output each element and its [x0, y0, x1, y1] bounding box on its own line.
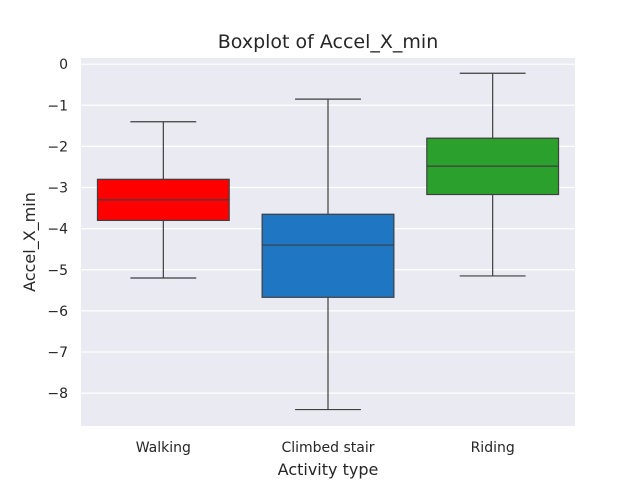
y-tick-label: −4: [47, 222, 68, 238]
x-tick-label: Climbed stair: [281, 440, 374, 456]
y-tick-label: −1: [47, 98, 68, 114]
y-axis-label: Accel_X_min: [20, 192, 40, 292]
x-tick-label: Riding: [471, 440, 515, 456]
box-riding: [426, 72, 560, 277]
chart-title: Boxplot of Accel_X_min: [218, 31, 439, 53]
y-tick-label: −6: [47, 304, 68, 320]
y-tick-label: −8: [47, 386, 68, 402]
box-climbed-stair: [261, 98, 395, 411]
y-tick-label: −3: [47, 181, 68, 197]
y-tick-label: −7: [47, 345, 68, 361]
x-axis-ticks: Walking Climbed stair Riding: [136, 440, 515, 456]
y-axis-ticks: 0 −1 −2 −3 −4 −5 −6 −7 −8: [47, 57, 68, 402]
y-tick-label: −5: [47, 263, 68, 279]
box-walking: [96, 121, 230, 279]
y-tick-label: 0: [59, 57, 68, 73]
x-tick-label: Walking: [136, 440, 191, 456]
y-tick-label: −2: [47, 139, 68, 155]
x-axis-label: Activity type: [278, 460, 379, 479]
boxes: [96, 72, 560, 411]
box-body: [261, 213, 395, 298]
